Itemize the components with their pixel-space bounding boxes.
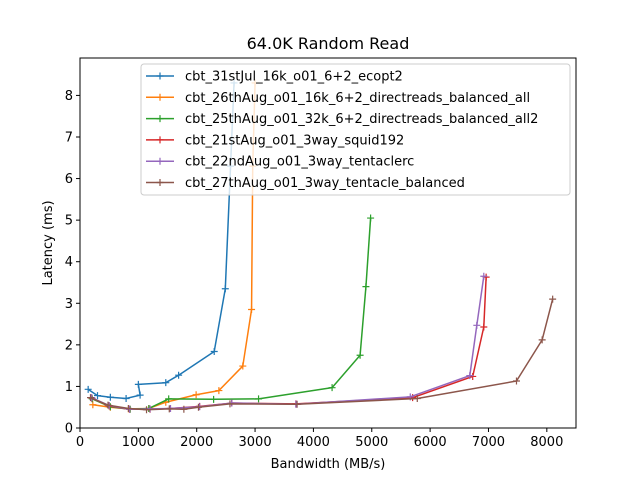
legend-label: cbt_26thAug_o01_16k_6+2_directreads_bala… [185,91,530,106]
data-point [165,395,173,403]
data-point [480,272,488,280]
chart-title: 64.0K Random Read [247,34,410,53]
data-point [512,377,520,385]
y-tick-label: 1 [65,380,73,395]
y-tick-label: 0 [65,422,73,437]
data-point [356,351,364,359]
x-tick-label: 8000 [530,435,563,450]
y-tick-label: 4 [65,255,73,270]
legend-label: cbt_22ndAug_o01_3way_tentaclerc [185,155,414,170]
data-point [194,403,202,411]
x-tick-label: 3000 [239,435,272,450]
legend-marker [156,115,164,123]
data-point [215,387,223,395]
y-tick-label: 6 [65,172,73,187]
x-tick-label: 0 [76,435,84,450]
legend-item: cbt_22ndAug_o01_3way_tentaclerc [146,155,414,170]
data-point [328,384,336,392]
series-6 [87,295,557,414]
data-point [124,404,132,412]
data-point [175,371,183,379]
x-axis-label: Bandwidth (MB/s) [271,457,386,472]
x-tick-label: 1000 [122,435,155,450]
data-point [87,394,95,402]
data-point [162,379,170,387]
series-layer [84,79,557,414]
legend: cbt_31stJul_16k_o01_6+2_ecopt2 cbt_26thAu… [140,63,571,196]
legend-marker [156,157,164,165]
legend-label: cbt_21stAug_o01_3way_squid192 [185,133,404,148]
data-point [94,392,102,400]
legend-marker [156,179,164,186]
data-point [106,393,114,401]
data-point [239,362,247,370]
data-point [538,336,546,344]
data-point [362,283,370,291]
data-point [192,391,200,399]
data-point [226,400,234,408]
data-point [84,385,92,393]
legend-label: cbt_25thAug_o01_32k_6+2_directreads_bala… [185,112,538,127]
data-point [210,395,218,403]
legend-items: cbt_31stJul_16k_o01_6+2_ecopt2 cbt_26thAu… [146,70,538,191]
data-point [221,285,229,293]
data-point [293,400,301,408]
data-point [104,401,112,409]
legend-item: cbt_26thAug_o01_16k_6+2_directreads_bala… [146,91,530,106]
y-tick-label: 8 [65,89,73,104]
legend-marker [156,136,164,144]
data-point [367,214,375,222]
x-tick-label: 2000 [180,435,213,450]
x-tick-label: 4000 [297,435,330,450]
legend-item: cbt_21stAug_o01_3way_squid192 [146,133,404,148]
legend-item: cbt_31stJul_16k_o01_6+2_ecopt2 [146,70,403,85]
data-point [466,372,474,380]
plot-frame [79,57,577,429]
data-point [413,394,421,402]
data-point [473,321,481,329]
legend-marker [156,72,164,80]
data-point [136,391,144,399]
legend-item: cbt_27thAug_o01_3way_tentacle_balanced [146,176,465,191]
y-tick-label: 2 [65,338,73,353]
y-axis-label: Latency (ms) [41,200,56,285]
data-point [255,395,263,403]
x-tick-label: 5000 [355,435,388,450]
data-point [134,380,142,388]
data-point [165,405,173,413]
x-tick-label: 7000 [472,435,505,450]
data-point [180,405,188,413]
data-point [122,394,130,402]
data-point [480,323,488,331]
y-axis: 0 1 2 3 4 5 6 7 8 [65,89,80,437]
x-tick-label: 6000 [414,435,447,450]
y-tick-label: 5 [65,214,73,229]
legend-item: cbt_25thAug_o01_32k_6+2_directreads_bala… [146,112,538,127]
data-point [210,348,218,356]
y-tick-label: 7 [65,130,73,145]
data-point [248,306,256,314]
legend-label: cbt_27thAug_o01_3way_tentacle_balanced [185,176,465,191]
legend-box [140,63,571,196]
legend-marker [156,93,164,101]
legend-label: cbt_31stJul_16k_o01_6+2_ecopt2 [185,70,403,85]
data-point [143,406,151,414]
y-tick-label: 3 [65,297,73,312]
x-axis: 0 1000 2000 3000 4000 5000 6000 7000 8000 [76,428,563,450]
data-point [549,295,557,303]
